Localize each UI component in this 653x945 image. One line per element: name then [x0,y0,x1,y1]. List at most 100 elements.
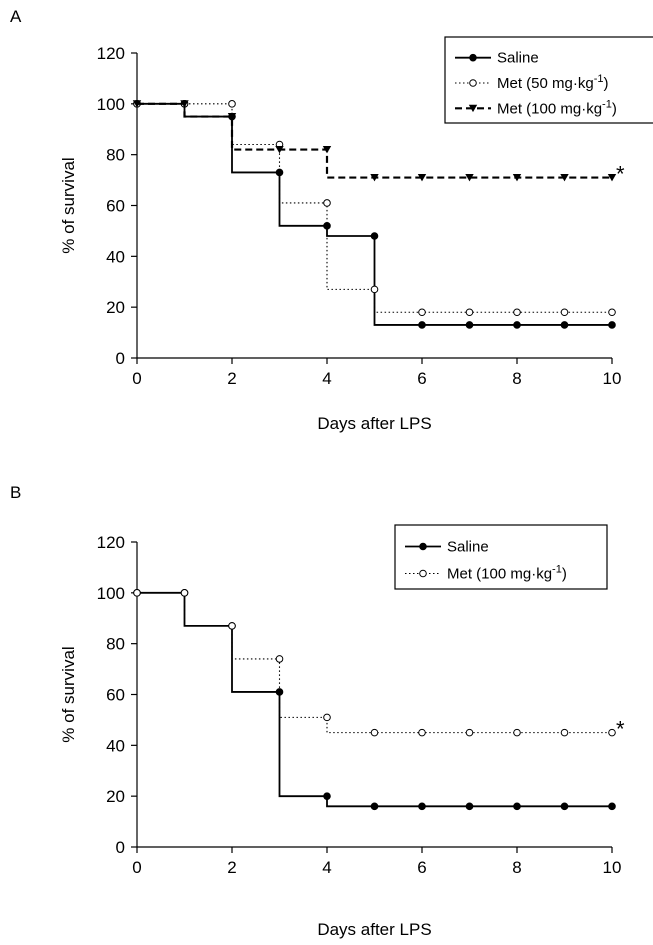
x-tick-label: 10 [603,369,622,388]
data-point [418,321,426,329]
series-line [137,591,612,808]
data-point [322,146,332,154]
y-tick-label: 60 [106,197,125,216]
data-point [608,321,616,329]
x-tick-label: 0 [132,369,141,388]
data-point [323,792,331,800]
data-point [133,589,141,597]
legend-label-sup: -1 [594,73,604,85]
data-point [370,173,379,182]
data-point [323,713,331,722]
x-tick-label: 2 [227,858,236,877]
series-line [137,592,612,734]
data-point [180,589,189,597]
panel-letter: A [10,7,22,26]
legend-marker [419,542,427,551]
x-axis-label: Days after LPS [317,920,431,939]
y-tick-label: 60 [106,686,125,705]
data-point [417,173,427,182]
legend-label-main: Met (100 mg·kg [447,566,552,583]
x-tick-label: 0 [132,858,141,877]
y-axis-label: % of survival [59,157,78,253]
data-point [465,802,474,811]
y-tick-label: 120 [97,533,125,552]
legend-label-end: ) [612,100,617,117]
data-point [465,308,474,317]
legend-label-main: Met (50 mg·kg [497,75,594,92]
legend-label-main: Met (100 mg·kg [497,100,602,117]
legend-label-sup: -1 [602,98,612,110]
y-tick-label: 120 [97,44,125,63]
data-point [228,622,236,630]
legend-label-end: ) [562,566,567,583]
data-point [132,100,142,108]
data-point [560,728,569,737]
data-point [513,728,521,737]
legend-marker [419,569,427,578]
y-tick-label: 0 [116,838,125,857]
series-3 [132,100,617,182]
data-point [513,321,521,329]
data-point [370,285,379,294]
y-tick-label: 80 [106,146,125,165]
data-point [275,146,284,154]
y-tick-label: 20 [106,298,125,317]
x-tick-label: 6 [417,369,426,388]
data-point [608,802,616,811]
legend-box [394,524,608,590]
data-point [370,728,379,737]
legend-marker [469,53,477,62]
data-point [370,802,379,811]
data-point [560,321,569,329]
data-point [418,728,426,737]
legend-label-end: ) [603,75,608,92]
data-point [227,112,237,121]
panel-letter: B [10,483,21,502]
legend-label-main: Saline [497,50,539,67]
legend-label: Saline [497,50,539,67]
significance-annotation: * [616,717,625,742]
series-2 [133,589,616,737]
data-point [513,308,521,317]
legend-label: Saline [447,539,489,556]
series-1 [133,589,616,811]
x-tick-label: 4 [322,858,331,877]
legend-label: Met (100 mg·kg-1) [497,98,617,117]
legend-label-main: Saline [447,539,489,556]
data-point [418,802,426,811]
x-tick-label: 8 [512,858,521,877]
data-point [465,321,474,329]
data-point [608,308,616,317]
legend-marker [468,104,478,113]
y-axis-label: % of survival [59,646,78,742]
data-point [560,173,569,182]
data-point [560,308,569,317]
y-tick-label: 20 [106,787,125,806]
data-point [370,232,379,240]
data-point [465,173,474,182]
legend: Saline Met (100 mg·kg-1) [394,524,608,590]
data-point [275,168,284,177]
data-point [513,802,521,811]
data-point [560,802,569,811]
x-tick-label: 2 [227,369,236,388]
y-tick-label: 80 [106,635,125,654]
data-point [323,199,331,207]
data-point [465,728,474,737]
data-point [608,728,616,737]
chart-panel-a: A 0 20 40 60 80 100 120 0 2 4 6 8 10 Days after LPS % o… [10,7,653,433]
x-tick-label: 10 [603,858,622,877]
legend-label: Met (100 mg·kg-1) [447,564,567,583]
series-1 [133,100,616,329]
significance-annotation: * [616,162,625,187]
data-point [180,100,189,108]
data-point [275,688,284,696]
legend-label: Met (50 mg·kg-1) [497,73,608,92]
y-tick-label: 100 [97,95,125,114]
data-point [228,100,236,108]
x-tick-label: 8 [512,369,521,388]
series-line [137,102,612,179]
x-tick-label: 6 [417,858,426,877]
y-tick-label: 0 [116,349,125,368]
